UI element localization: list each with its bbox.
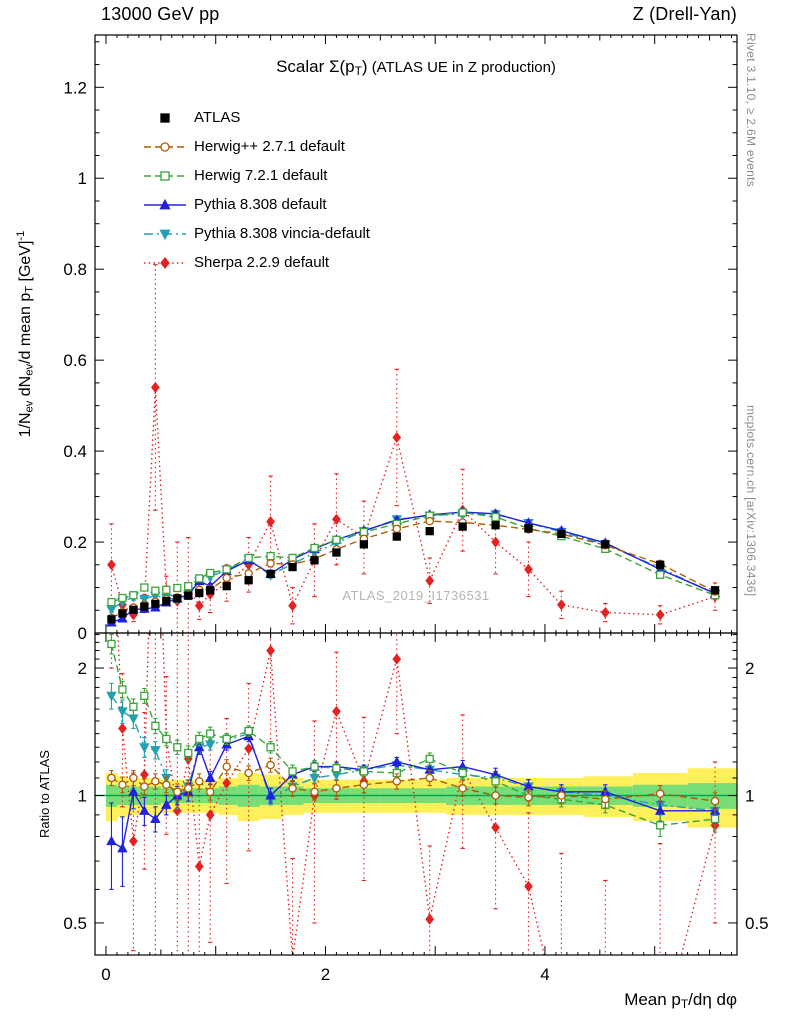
legend-item-atlas: ATLAS (142, 103, 370, 132)
svg-text:0.5: 0.5 (745, 914, 769, 933)
svg-text:0: 0 (101, 965, 110, 984)
svg-text:4: 4 (540, 965, 549, 984)
legend-label-sherpa: Sherpa 2.2.9 default (194, 254, 330, 271)
svg-text:2: 2 (78, 659, 87, 678)
analysis-watermark: ATLAS_2019_I1736531 (342, 588, 490, 603)
series-herwigpp-ratio (107, 757, 720, 811)
atlas-marker-icon (142, 109, 188, 127)
svg-text:1.2: 1.2 (63, 78, 87, 97)
legend-item-pythia: Pythia 8.308 default (142, 190, 370, 219)
legend-item-herwigpp: Herwig++ 2.7.1 default (142, 132, 370, 161)
legend-item-sherpa: Sherpa 2.2.9 default (142, 248, 370, 277)
series-herwig7-main (107, 508, 720, 607)
rivet-version-label: Rivet 3.1.10, ≥ 2.6M events (744, 33, 758, 188)
y-axis-label-main: 1/Nev dNev/d mean pT [GeV]-1 (15, 230, 36, 438)
sherpa-marker-icon (142, 254, 188, 272)
legend-label-pythia: Pythia 8.308 default (194, 196, 327, 213)
svg-text:2: 2 (321, 965, 330, 984)
plot-title: Scalar Σ(pT) (ATLAS UE in Z production) (276, 57, 556, 79)
legend-item-vincia: Pythia 8.308 vincia-default (142, 219, 370, 248)
series-sherpa-ratio (109, 633, 720, 955)
svg-text:0: 0 (78, 624, 87, 643)
svg-text:0.6: 0.6 (63, 351, 87, 370)
legend: ATLAS Herwig++ 2.7.1 default Herwig 7.2.… (142, 103, 370, 277)
svg-text:1: 1 (745, 786, 754, 805)
svg-text:0.4: 0.4 (63, 442, 87, 461)
legend-label-vincia: Pythia 8.308 vincia-default (194, 225, 370, 242)
svg-text:0.2: 0.2 (63, 533, 87, 552)
vincia-marker-icon (142, 225, 188, 243)
x-axis-label: Mean pT/dη dφ (624, 990, 737, 1012)
y-axis-label-ratio: Ratio to ATLAS (37, 750, 52, 838)
svg-text:2: 2 (745, 659, 754, 678)
svg-text:0.8: 0.8 (63, 260, 87, 279)
svg-text:1: 1 (78, 786, 87, 805)
axes (94, 34, 738, 956)
svg-text:0.5: 0.5 (63, 914, 87, 933)
pythia-marker-icon (142, 196, 188, 214)
mcplots-arxiv-label: mcplots.cern.ch [arXiv:1306.3436] (744, 405, 758, 597)
legend-label-herwig7: Herwig 7.2.1 default (194, 167, 328, 184)
beam-energy-label: 13000 GeV pp (101, 4, 220, 24)
herwigpp-marker-icon (142, 138, 188, 156)
series-atlas-main (107, 521, 720, 624)
svg-text:1: 1 (78, 169, 87, 188)
series-herwig7-ratio (107, 633, 720, 838)
legend-label-atlas: ATLAS (194, 109, 241, 126)
herwig7-marker-icon (142, 167, 188, 185)
legend-label-herwigpp: Herwig++ 2.7.1 default (194, 138, 345, 155)
process-label: Z (Drell-Yan) (632, 4, 737, 24)
legend-item-herwig7: Herwig 7.2.1 default (142, 161, 370, 190)
